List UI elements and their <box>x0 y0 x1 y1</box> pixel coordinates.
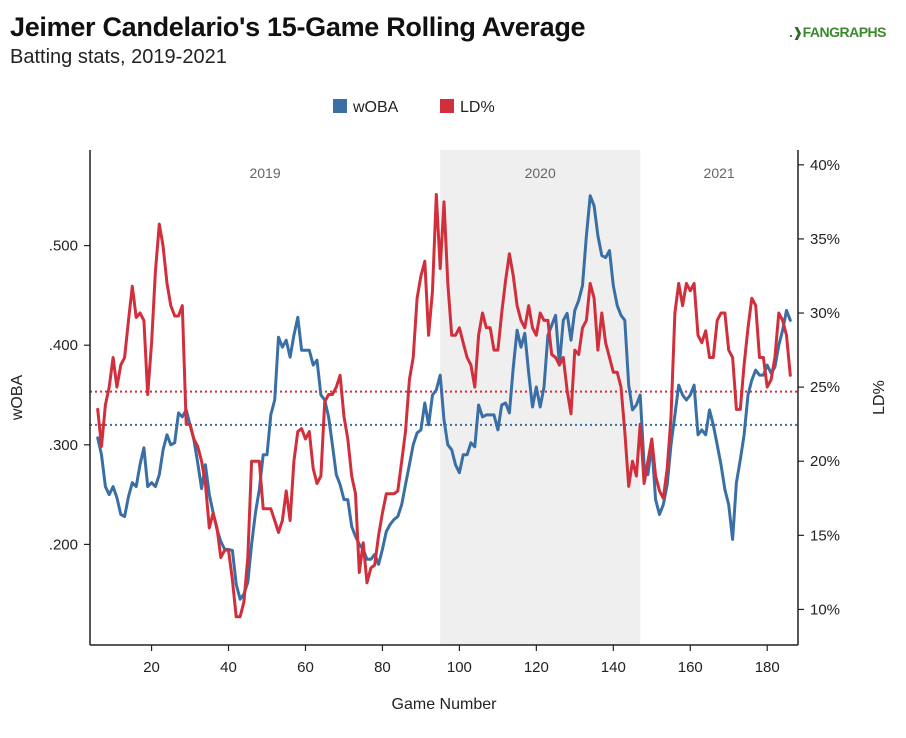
fangraphs-logo-text: FANGRAPHS <box>802 24 887 40</box>
y-left-tick-label: .300 <box>49 437 78 454</box>
y-right-tick-label: 25% <box>810 379 840 396</box>
season-label-2020: 2020 <box>525 165 556 181</box>
y-right-tick-label: 40% <box>810 157 840 174</box>
season-label-2021: 2021 <box>704 165 735 181</box>
y-left-tick-label: .500 <box>49 238 78 255</box>
y-right-tick-label: 10% <box>810 601 840 618</box>
x-tick-label: 80 <box>374 659 391 676</box>
legend-swatch-woba <box>333 99 347 113</box>
chart-subtitle: Batting stats, 2019-2021 <box>10 46 227 68</box>
fangraphs-logo: .❱FANGRAPHS <box>789 24 886 41</box>
y-axis-right-title: LD% <box>871 380 888 415</box>
x-tick-label: 100 <box>447 659 472 676</box>
x-tick-label: 120 <box>524 659 549 676</box>
x-tick-label: 140 <box>601 659 626 676</box>
fangraphs-logo-mark: .❱ <box>789 25 803 40</box>
x-tick-label: 60 <box>297 659 314 676</box>
y-left-tick-label: .200 <box>49 536 78 553</box>
x-tick-label: 180 <box>755 659 780 676</box>
legend-label-woba: wOBA <box>352 99 399 116</box>
x-axis-title: Game Number <box>392 696 498 713</box>
season-label-2019: 2019 <box>249 165 280 181</box>
chart-title: Jeimer Candelario's 15-Game Rolling Aver… <box>10 12 586 42</box>
legend-swatch-ldpct <box>440 99 454 113</box>
y-axis-left-title: wOBA <box>9 375 26 422</box>
y-left-tick-label: .400 <box>49 337 78 354</box>
legend-label-ldpct: LD% <box>460 99 495 116</box>
y-right-tick-label: 30% <box>810 305 840 322</box>
x-tick-label: 40 <box>220 659 237 676</box>
season-shade-2020 <box>440 150 641 645</box>
y-right-tick-label: 15% <box>810 527 840 544</box>
y-right-tick-label: 20% <box>810 453 840 470</box>
y-right-tick-label: 35% <box>810 231 840 248</box>
x-tick-label: 160 <box>678 659 703 676</box>
series-line-ldpct <box>96 193 792 619</box>
x-tick-label: 20 <box>143 659 160 676</box>
